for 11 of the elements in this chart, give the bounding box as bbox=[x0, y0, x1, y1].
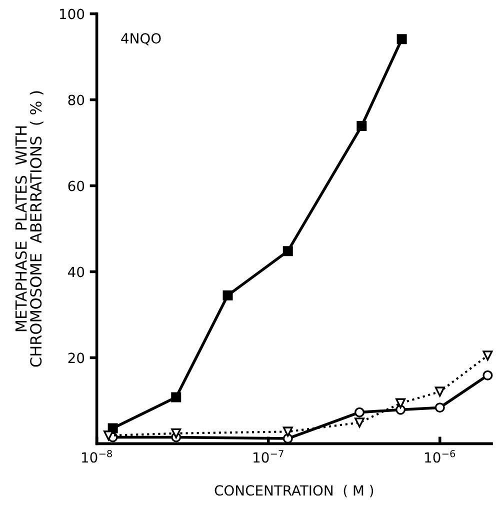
y-axis-title: METAPHASE PLATES WITH CHROMOSOME ABERRATIONS ( % ) bbox=[15, 91, 44, 367]
x-tick-label: 10$^{−6}$ bbox=[425, 450, 456, 463]
x-axis-title: CONCENTRATION ( M ) bbox=[214, 484, 374, 498]
annotation: 4NQO bbox=[121, 33, 161, 46]
y-tick-label: 80 bbox=[68, 94, 84, 106]
y-tick-label: 100 bbox=[60, 8, 84, 20]
x-tick-label: 10$^{−7}$ bbox=[254, 450, 284, 463]
y-tick-label: 60 bbox=[68, 180, 84, 192]
y-tick-label: 20 bbox=[68, 352, 84, 364]
x-tick-label: 10$^{−8}$ bbox=[82, 450, 112, 463]
y-tick-label: 40 bbox=[68, 266, 84, 278]
